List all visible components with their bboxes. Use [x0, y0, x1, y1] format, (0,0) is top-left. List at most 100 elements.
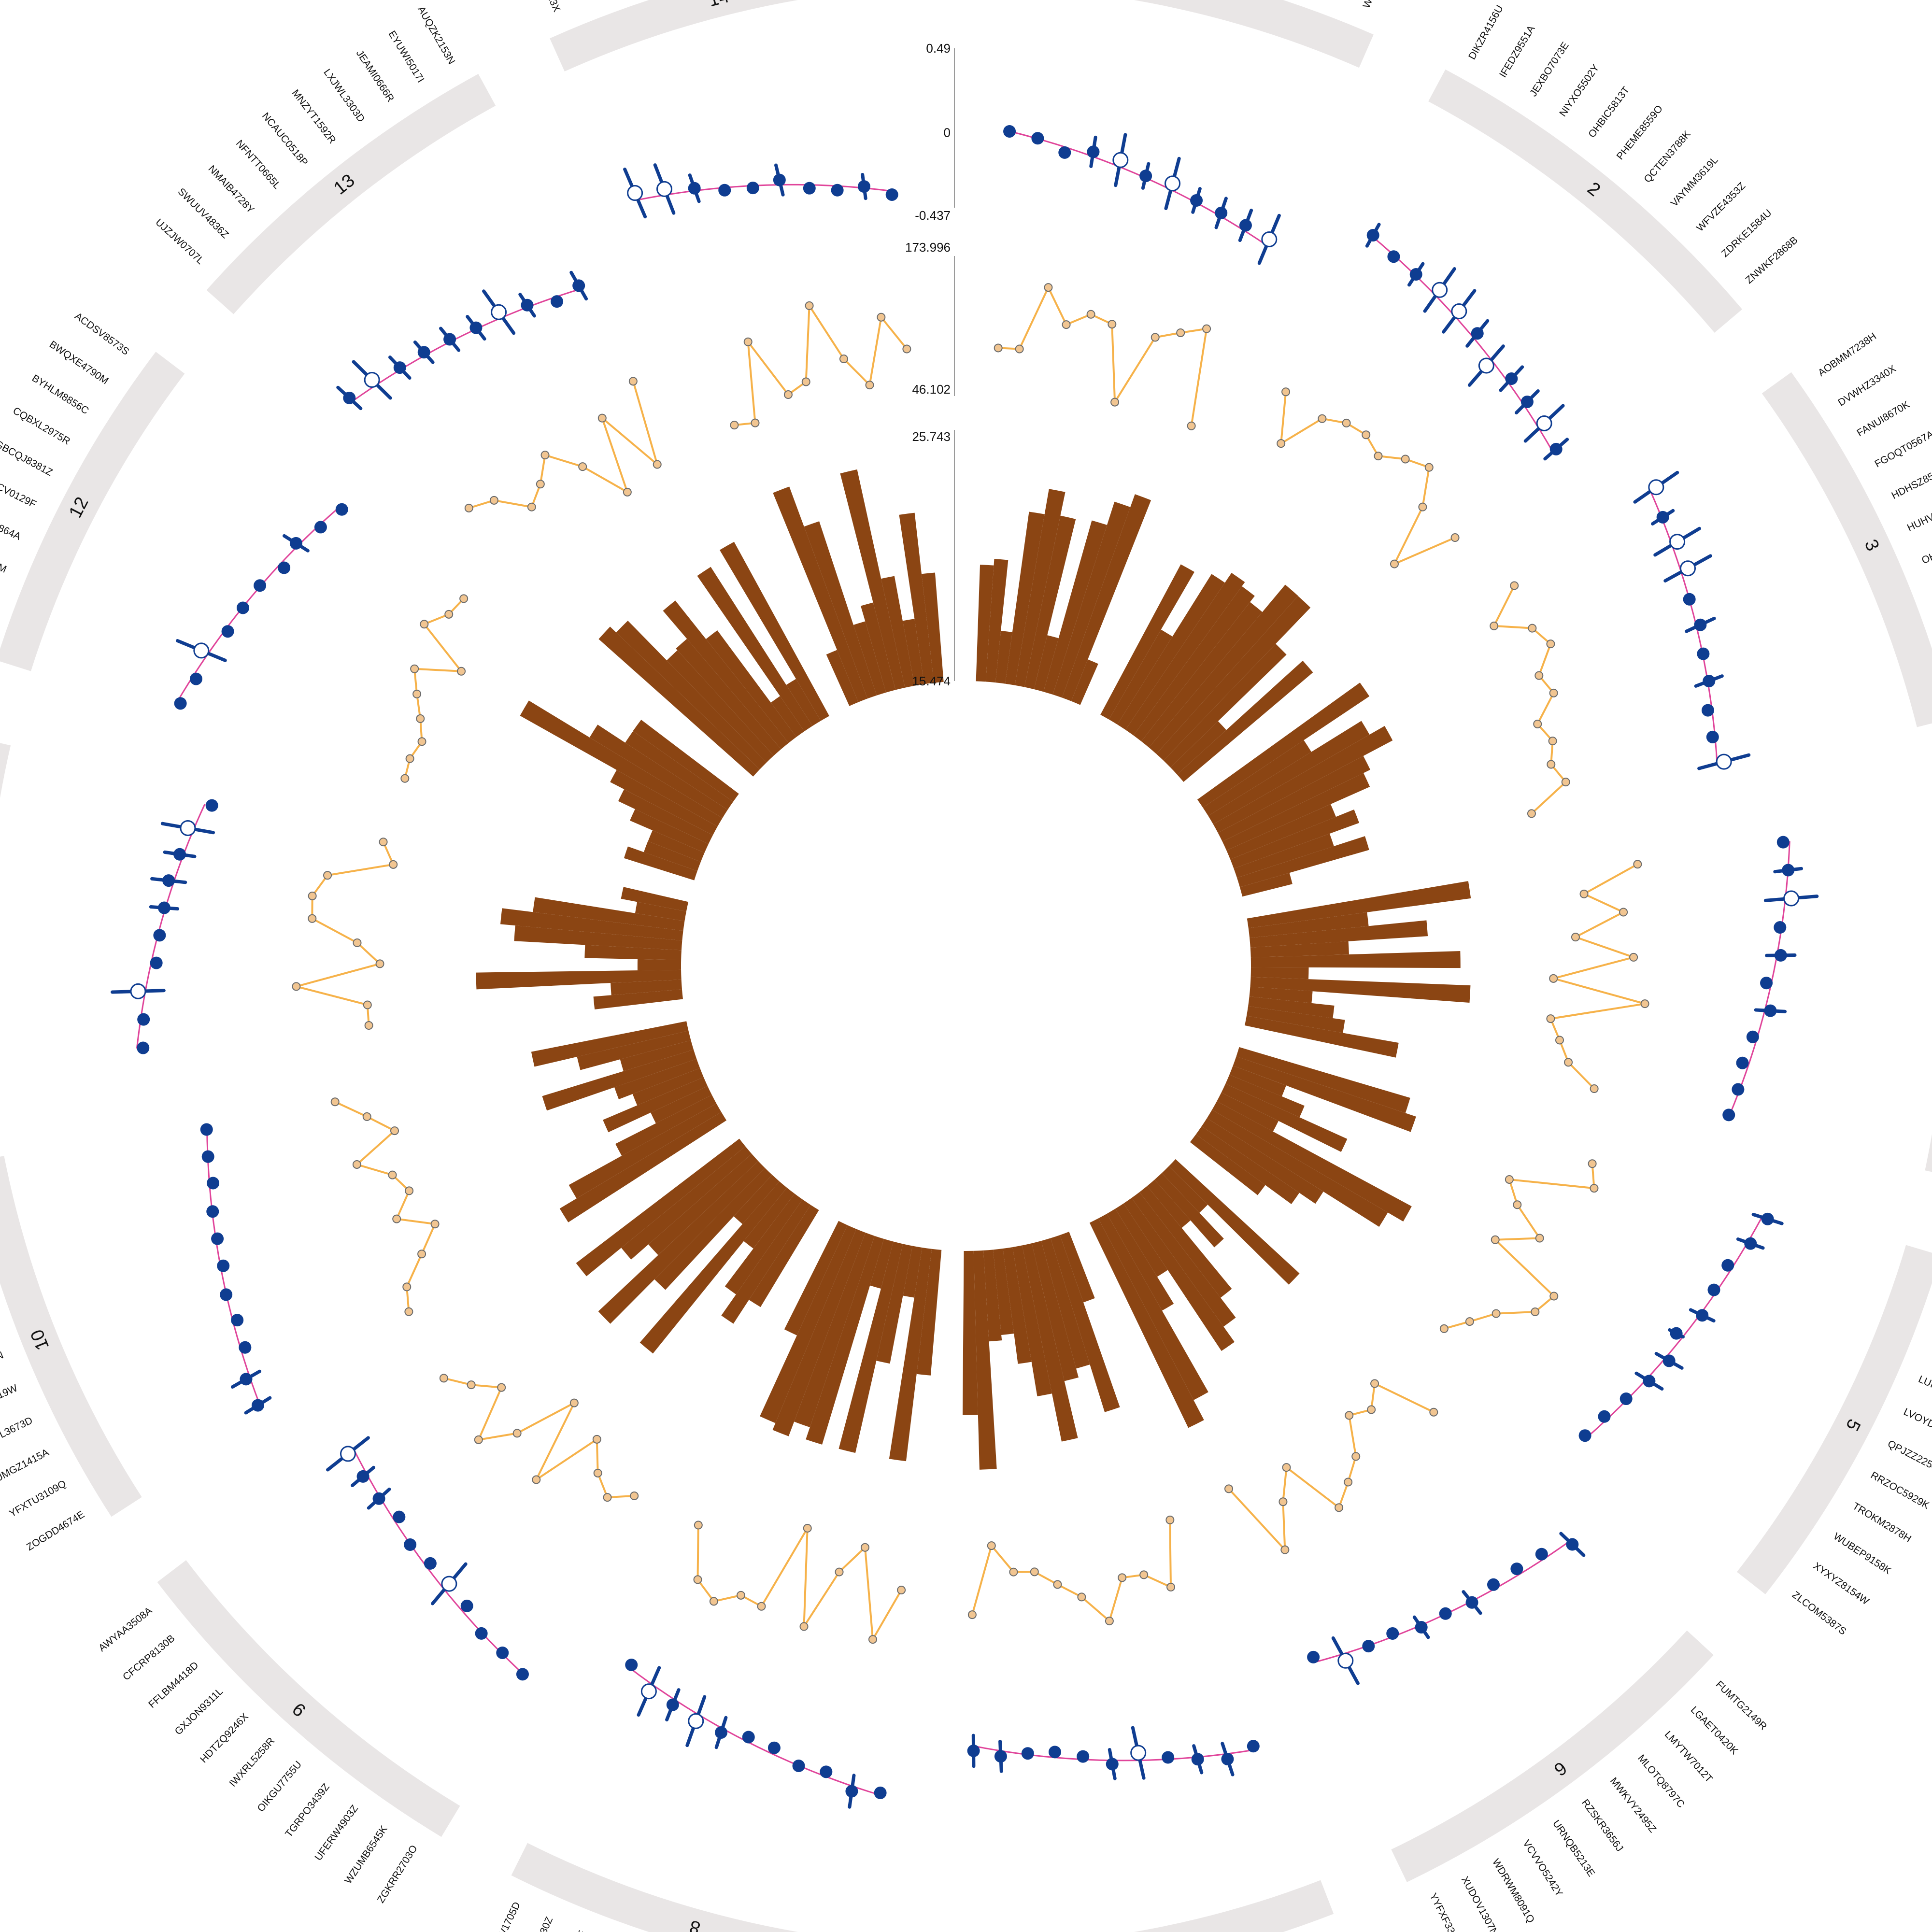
line-point: [1110, 398, 1120, 407]
bar: [826, 650, 859, 706]
data-point: [1386, 1627, 1399, 1640]
gene-label: RXJAH3993N: [0, 1350, 5, 1383]
data-point: [1409, 268, 1422, 281]
line-point: [457, 667, 466, 676]
line-point: [404, 1307, 413, 1316]
gene-label: ZLCOM5387S: [1790, 1589, 1848, 1637]
bar: [870, 1239, 894, 1289]
line-point: [736, 1591, 745, 1600]
gene-label: UUMGZ1415A: [0, 1447, 51, 1488]
gene-label: LUIMG4022C: [1917, 1374, 1932, 1408]
fit-curve: [1649, 491, 1718, 764]
gene-label: HSJCV0129F: [0, 472, 38, 510]
line-point: [405, 1186, 414, 1195]
line-point: [1505, 1175, 1514, 1184]
bar: [838, 1241, 903, 1453]
gene-label: LXJWL3303D: [321, 67, 367, 125]
line-point: [1151, 333, 1160, 342]
line-point: [1015, 344, 1024, 354]
line-point: [653, 460, 662, 469]
data-point: [1191, 1753, 1204, 1766]
data-point: [1087, 145, 1100, 158]
line-point: [860, 1543, 869, 1552]
bar: [1117, 574, 1225, 730]
sector-1: [1134, 0, 1374, 68]
bar: [1249, 986, 1313, 1003]
bar: [899, 512, 934, 684]
outlier-point: [1432, 282, 1448, 298]
line-point: [1588, 1159, 1597, 1168]
bar-track: [476, 469, 1471, 1470]
data-point: [1760, 977, 1773, 990]
line-point: [835, 1567, 844, 1577]
line-point: [1564, 1058, 1573, 1067]
sector-11: [0, 743, 11, 798]
outlier-point: [1648, 479, 1664, 496]
bar: [749, 1205, 819, 1307]
line-point: [308, 891, 317, 900]
line-point: [967, 1610, 977, 1619]
gene-label: NFNTT0665L: [234, 138, 283, 192]
gene-label: LGAET0420K: [1689, 1705, 1740, 1757]
line-point: [430, 1220, 440, 1229]
bar: [1022, 1243, 1078, 1442]
gene-label: FUMTG2149R: [1714, 1679, 1769, 1733]
bar: [889, 1247, 932, 1462]
outlier-point: [1783, 890, 1800, 907]
data-point: [1744, 1237, 1757, 1250]
series-line: [734, 302, 908, 426]
gene-label: RRZOC5929K: [1869, 1470, 1931, 1511]
line-point: [532, 1475, 541, 1484]
line-point: [1374, 452, 1383, 461]
outlier-point: [640, 1683, 657, 1700]
data-point: [1746, 1030, 1759, 1043]
bar: [514, 925, 682, 951]
line-point: [1424, 463, 1434, 472]
bar: [598, 626, 760, 777]
bar: [1234, 833, 1334, 878]
bar: [734, 1175, 780, 1224]
series-line: [404, 598, 465, 779]
fit-curve: [1009, 130, 1267, 246]
data-point: [205, 799, 218, 812]
sector-label-1: 1: [1180, 0, 1195, 3]
data-point: [1003, 125, 1016, 138]
bar: [576, 1138, 746, 1277]
bar: [1131, 1192, 1236, 1327]
data-point: [820, 1765, 833, 1778]
bar: [719, 541, 829, 721]
gene-label: DVWHZ3340X: [1836, 363, 1898, 409]
data-point: [521, 298, 534, 312]
bar: [1221, 1083, 1348, 1152]
bar: [973, 1250, 997, 1470]
bar: [533, 897, 685, 931]
gene-label: MWKVY2495Z: [1608, 1776, 1659, 1835]
gene-label: UFERW4903Z: [313, 1803, 360, 1863]
line-point: [512, 1429, 522, 1438]
bar: [983, 1250, 1002, 1342]
line-point: [1492, 1309, 1501, 1318]
data-point: [1487, 1578, 1500, 1591]
line-point: [1166, 1582, 1176, 1591]
line-point: [363, 1000, 372, 1009]
line-point: [416, 714, 425, 723]
outlier-point: [340, 1446, 356, 1462]
bar: [542, 1050, 697, 1111]
line-point: [1546, 639, 1555, 649]
data-point: [803, 182, 816, 195]
bar: [1062, 494, 1151, 701]
data-point: [1439, 1607, 1452, 1620]
line-point: [444, 610, 454, 619]
line-point: [1527, 809, 1536, 818]
line-point: [803, 1523, 812, 1533]
bar: [621, 1146, 752, 1260]
bar: [1123, 1198, 1235, 1351]
gene-label: LVOYD6899U: [1902, 1406, 1932, 1443]
bar: [1246, 1006, 1345, 1033]
outlier-point: [1536, 415, 1552, 431]
bar: [654, 1168, 772, 1290]
data-point: [1139, 170, 1152, 183]
bar: [1197, 682, 1370, 808]
bar: [584, 945, 682, 960]
fit-curve: [1315, 1541, 1570, 1663]
